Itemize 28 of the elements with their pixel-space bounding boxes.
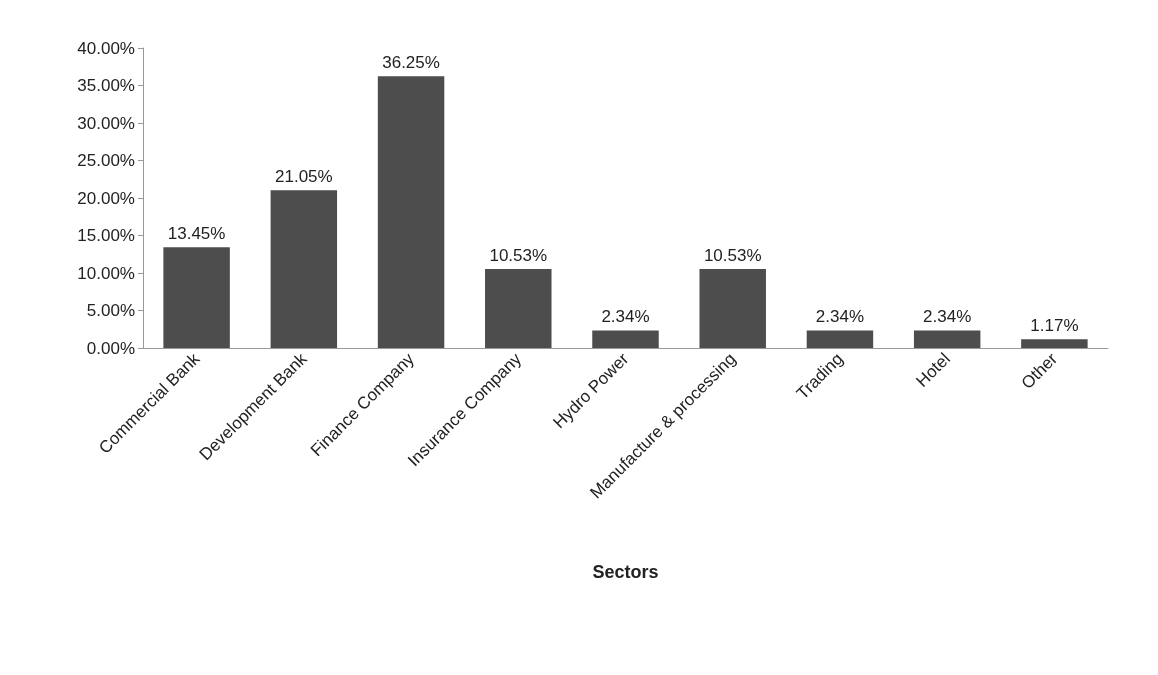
y-tick-label: 40.00% bbox=[77, 38, 135, 58]
data-label: 36.25% bbox=[382, 53, 440, 73]
y-tick-label: 25.00% bbox=[77, 151, 135, 170]
y-tick-label: 20.00% bbox=[77, 188, 135, 208]
data-label: 10.53% bbox=[703, 246, 762, 266]
y-tick-label: 5.00% bbox=[86, 301, 135, 320]
bar bbox=[163, 247, 230, 348]
y-tick-label: 30.00% bbox=[77, 113, 135, 133]
bar bbox=[913, 330, 981, 348]
data-label: 21.05% bbox=[275, 167, 333, 187]
data-label: 1.17% bbox=[1030, 316, 1079, 336]
bar bbox=[806, 330, 874, 348]
bar bbox=[377, 76, 445, 348]
data-label: 2.34% bbox=[815, 307, 865, 327]
data-label: 13.45% bbox=[167, 224, 226, 244]
bar bbox=[699, 269, 766, 348]
y-tick-label: 15.00% bbox=[77, 226, 135, 245]
bar bbox=[1021, 339, 1088, 348]
y-tick-label: 10.00% bbox=[77, 263, 135, 283]
bar bbox=[592, 330, 659, 348]
data-label: 10.53% bbox=[489, 246, 548, 266]
bar bbox=[485, 269, 552, 348]
data-label: 2.34% bbox=[923, 307, 972, 327]
data-label: 2.34% bbox=[601, 307, 650, 327]
y-tick-label: 35.00% bbox=[77, 76, 135, 95]
x-axis-title: Sectors bbox=[592, 562, 659, 582]
bar bbox=[270, 190, 338, 348]
y-tick-label: 0.00% bbox=[86, 338, 135, 358]
